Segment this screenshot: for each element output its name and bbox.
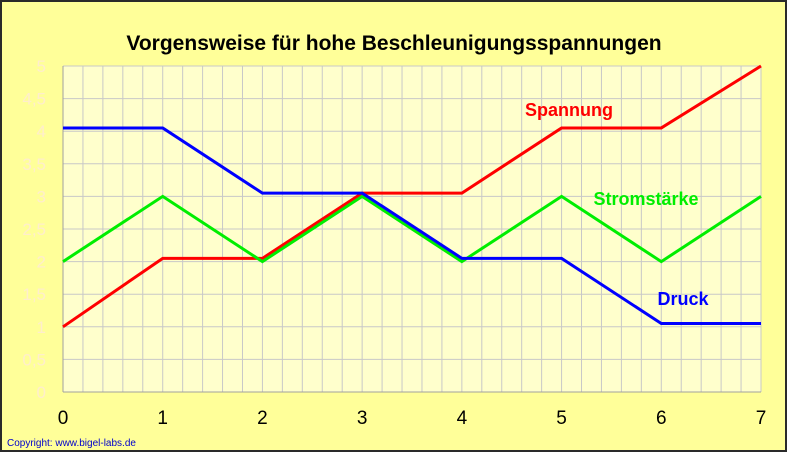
chart-title: Vorgensweise für hohe Beschleunigungsspa… bbox=[126, 32, 661, 55]
x-tick-label: 1 bbox=[157, 408, 168, 429]
y-tick-label: 1,5 bbox=[22, 285, 46, 304]
series-label-druck: Druck bbox=[657, 289, 709, 309]
grid-lines bbox=[62, 65, 762, 393]
y-tick-label: 2,5 bbox=[22, 220, 46, 239]
x-tick-label: 4 bbox=[457, 408, 468, 429]
series-line-1 bbox=[62, 194, 762, 264]
x-tick-label: 7 bbox=[756, 408, 767, 429]
y-tick-label: 4,5 bbox=[22, 90, 46, 109]
y-tick-label: 1 bbox=[37, 318, 46, 337]
series-label-stromstaerke: Stromstärke bbox=[593, 189, 698, 209]
x-tick-label: 6 bbox=[656, 408, 667, 429]
series-label-spannung: Spannung bbox=[525, 100, 613, 120]
y-tick-label: 3 bbox=[37, 187, 46, 206]
x-tick-label: 5 bbox=[556, 408, 567, 429]
x-tick-label: 2 bbox=[257, 408, 268, 429]
y-tick-label: 0 bbox=[37, 383, 46, 402]
x-tick-label: 0 bbox=[58, 408, 69, 429]
series-lines bbox=[62, 64, 762, 329]
x-tick-label: 3 bbox=[357, 408, 368, 429]
axes bbox=[62, 66, 761, 393]
series-line-2 bbox=[63, 126, 761, 326]
y-tick-label: 2 bbox=[37, 253, 46, 272]
y-axis-ticks: 0 0,5 1 1,5 2 2,5 3 3,5 4 4,5 5 bbox=[22, 57, 46, 402]
y-tick-label: 3,5 bbox=[22, 155, 46, 174]
series-line-0 bbox=[62, 64, 762, 329]
y-tick-label: 0,5 bbox=[22, 350, 46, 369]
copyright-text: Copyright: www.bigel-labs.de bbox=[7, 438, 136, 449]
y-tick-label: 5 bbox=[37, 57, 46, 76]
y-tick-label: 4 bbox=[37, 122, 46, 141]
x-axis-ticks: 0 1 2 3 4 5 6 7 bbox=[58, 408, 767, 429]
